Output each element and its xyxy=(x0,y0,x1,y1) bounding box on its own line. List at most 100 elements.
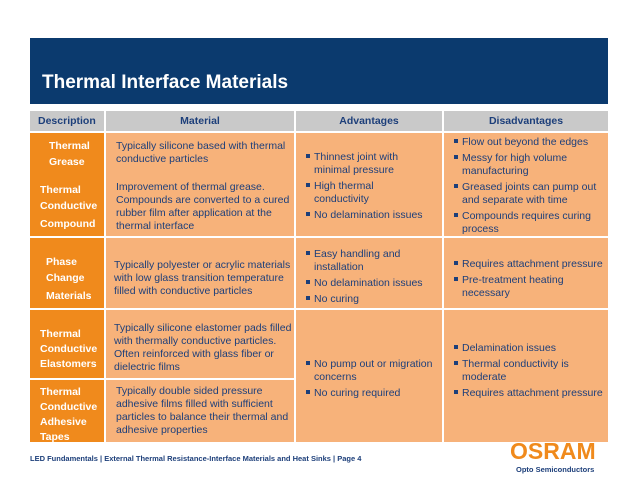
desc-line: Materials xyxy=(46,290,92,302)
disadvantage-item-cont: moderate xyxy=(462,371,507,383)
material-line: conductive particles xyxy=(116,153,209,165)
disadvantage-item: Messy for high volume xyxy=(454,152,567,165)
desc-line: Elastomers xyxy=(40,358,97,370)
material-line: rubber film after application at the xyxy=(116,207,272,219)
desc-line: Compound xyxy=(40,218,96,230)
desc-line: Thermal xyxy=(40,328,81,340)
material-line: Typically silicone elastomer pads filled xyxy=(114,322,292,334)
material-line: with low glass transition temperature xyxy=(114,272,284,284)
advantage-item-cont: conductivity xyxy=(314,193,369,205)
material-line: thermal interface xyxy=(116,220,195,232)
bullet-icon xyxy=(306,280,310,285)
desc-line: Change xyxy=(46,272,85,284)
desc-cell-elastomers: Thermal Conductive Elastomers xyxy=(30,310,104,378)
header-material: Material xyxy=(106,111,294,131)
desc-line: Conductive xyxy=(40,200,98,212)
slide-title: Thermal Interface Materials xyxy=(42,72,289,93)
osram-logo: OSRAM xyxy=(510,438,596,464)
disadvantage-item: Requires attachment pressure xyxy=(454,387,603,400)
advantage-item: No delamination issues xyxy=(306,277,423,290)
desc-line: Adhesive xyxy=(40,416,87,428)
title-bar: Thermal Interface Materials xyxy=(30,38,608,104)
bullet-icon xyxy=(454,261,458,266)
advantage-item-cont: minimal pressure xyxy=(314,164,394,176)
material-line: Typically silicone based with thermal xyxy=(116,140,286,152)
bullet-icon xyxy=(454,361,458,366)
desc-cell-adhesive-tapes: Thermal Conductive Adhesive Tapes xyxy=(30,380,104,443)
disadvantage-item: Thermal conductivity is xyxy=(454,358,569,371)
osram-logo-subtitle: Opto Semiconductors xyxy=(516,465,595,474)
bullet-icon xyxy=(454,213,458,218)
material-line: filled with conductive particles xyxy=(114,285,253,297)
disadvantages-cell-phase-change: Requires attachment pressure Pre-treatme… xyxy=(444,238,608,308)
advantages-cell-grease-compound: Thinnest joint with minimal pressure Hig… xyxy=(296,133,442,236)
disadvantage-item-cont: process xyxy=(462,223,499,235)
material-cell-elastomers: Typically silicone elastomer pads filled… xyxy=(106,310,294,378)
bullet-icon xyxy=(454,345,458,350)
desc-cell-grease: Thermal Grease xyxy=(30,133,104,176)
disadvantage-item: Delamination issues xyxy=(454,342,556,355)
desc-line: Tapes xyxy=(40,431,70,443)
material-line: Typically double sided pressure xyxy=(116,385,263,397)
desc-cell-compound: Thermal Conductive Compound xyxy=(30,176,104,236)
advantage-item: No delamination issues xyxy=(306,209,423,222)
material-cell-phase-change: Typically polyester or acrylic materials… xyxy=(106,238,294,308)
material-line: dielectric films xyxy=(114,361,180,373)
bullet-icon xyxy=(454,155,458,160)
header-description: Description xyxy=(30,111,104,131)
advantage-item: Easy handling and xyxy=(306,248,400,261)
advantage-item: Thinnest joint with xyxy=(306,151,398,164)
bullet-icon xyxy=(454,139,458,144)
header-advantages: Advantages xyxy=(296,111,442,131)
advantages-cell-elastomers-tapes: No pump out or migration concerns No cur… xyxy=(296,310,442,442)
material-line: Compounds are converted to a cured xyxy=(116,194,290,206)
advantages-cell-phase-change: Easy handling and installation No delami… xyxy=(296,238,442,308)
bullet-icon xyxy=(306,183,310,188)
disadvantages-cell-elastomers-tapes: Delamination issues Thermal conductivity… xyxy=(444,310,608,442)
advantage-item: No curing required xyxy=(306,387,400,400)
bullet-icon xyxy=(454,184,458,189)
bullet-icon xyxy=(454,390,458,395)
bullet-icon xyxy=(454,277,458,282)
advantage-item: No pump out or migration xyxy=(306,358,432,371)
desc-line: Thermal xyxy=(40,386,81,398)
desc-line: Grease xyxy=(49,156,85,168)
bullet-icon xyxy=(306,154,310,159)
bullet-icon xyxy=(306,296,310,301)
bullet-icon xyxy=(306,212,310,217)
disadvantage-item: Flow out beyond the edges xyxy=(454,136,588,149)
disadvantage-item-cont: manufacturing xyxy=(462,165,529,177)
material-cell-grease: Typically silicone based with thermal co… xyxy=(106,133,294,176)
disadvantages-cell-grease-compound: Flow out beyond the edges Messy for high… xyxy=(444,133,608,236)
bullet-icon xyxy=(306,251,310,256)
advantage-item: No curing xyxy=(306,293,359,306)
slide-footer: LED Fundamentals | External Thermal Resi… xyxy=(30,454,362,463)
advantage-item-cont: concerns xyxy=(314,371,357,383)
disadvantage-item: Compounds requires curing xyxy=(454,210,591,223)
material-line: particles to balance their thermal and xyxy=(116,411,289,423)
advantage-item: High thermal xyxy=(306,180,374,193)
disadvantage-item-cont: necessary xyxy=(462,287,510,299)
desc-line: Phase xyxy=(46,256,77,268)
material-cell-adhesive-tapes: Typically double sided pressure adhesive… xyxy=(106,380,294,442)
disadvantage-item: Pre-treatment heating xyxy=(454,274,564,287)
desc-line: Thermal xyxy=(49,140,90,152)
bullet-icon xyxy=(306,361,310,366)
disadvantage-item-cont: and separate with time xyxy=(462,194,568,206)
material-line: adhesive properties xyxy=(116,424,208,436)
desc-line: Conductive xyxy=(40,343,98,355)
desc-cell-phase-change: Phase Change Materials xyxy=(30,238,104,308)
material-cell-compound: Improvement of thermal grease. Compounds… xyxy=(106,176,294,236)
bullet-icon xyxy=(306,390,310,395)
desc-line: Thermal xyxy=(40,184,81,196)
advantage-item-cont: installation xyxy=(314,261,364,273)
disadvantage-item: Greased joints can pump out xyxy=(454,181,596,194)
disadvantage-item: Requires attachment pressure xyxy=(454,258,603,271)
material-line: adhesive films filled with sufficient xyxy=(116,398,273,410)
material-line: Typically polyester or acrylic materials xyxy=(114,259,291,271)
material-line: Improvement of thermal grease. xyxy=(116,181,265,193)
desc-line: Conductive xyxy=(40,401,98,413)
header-disadvantages: Disadvantages xyxy=(444,111,608,131)
material-line: with thermally conductive particles. xyxy=(114,335,277,347)
material-line: Often reinforced with glass fiber or xyxy=(114,348,274,360)
